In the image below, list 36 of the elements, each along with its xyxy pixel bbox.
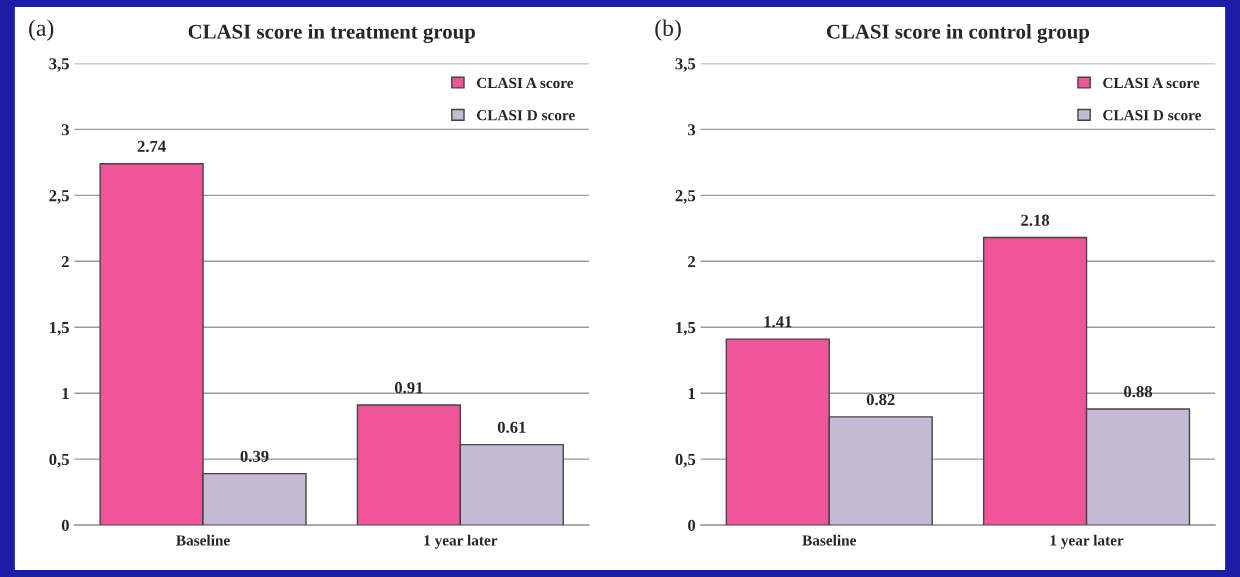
data-label: 0.91 — [394, 382, 423, 394]
legend-label: CLASI D score — [1103, 110, 1202, 121]
y-tick-label: 0 — [688, 519, 696, 532]
y-tick-label: 2,5 — [49, 190, 69, 204]
y-tick-label: 1,5 — [676, 322, 696, 336]
chart-title: CLASI score in control group — [826, 24, 1090, 44]
data-label: 2.18 — [1021, 214, 1050, 226]
text: (a) — [29, 19, 54, 41]
legend-label: CLASI D score — [476, 110, 575, 121]
y-tick-label: 1 — [62, 387, 69, 399]
data-label: 0.82 — [866, 393, 895, 406]
y-tick-label: 3 — [61, 124, 69, 136]
y-tick-label: 3,5 — [675, 58, 696, 72]
y-tick-label: 0,5 — [49, 453, 69, 468]
y-tick-label: 1 — [688, 387, 695, 399]
data-label: 0.61 — [497, 421, 526, 433]
y-tick-label: 2 — [688, 256, 696, 268]
data-label: 0.88 — [1124, 386, 1153, 398]
data-label: 1.41 — [764, 316, 792, 328]
x-tick-label: 1 year later — [1050, 534, 1124, 549]
chart-title: CLASI score in treatment group — [188, 24, 475, 44]
x-tick-label: 1 year later — [424, 534, 498, 549]
y-tick-label: 3,5 — [49, 58, 69, 72]
x-tick-label: Baseline — [176, 534, 230, 546]
text: (b) — [655, 19, 681, 41]
x-tick-label: Baseline — [802, 534, 857, 546]
y-tick-label: 1,5 — [50, 322, 69, 336]
y-tick-label: 0,5 — [675, 453, 696, 468]
legend-label: CLASI A score — [476, 77, 574, 89]
y-tick-label: 0 — [61, 519, 69, 532]
legend-label: CLASI A score — [1103, 77, 1200, 89]
data-label: 0.39 — [240, 450, 269, 462]
y-tick-label: 3 — [688, 124, 696, 136]
data-label: 2.74 — [137, 140, 166, 153]
y-tick-label: 2,5 — [675, 190, 696, 204]
y-tick-label: 2 — [61, 256, 69, 268]
